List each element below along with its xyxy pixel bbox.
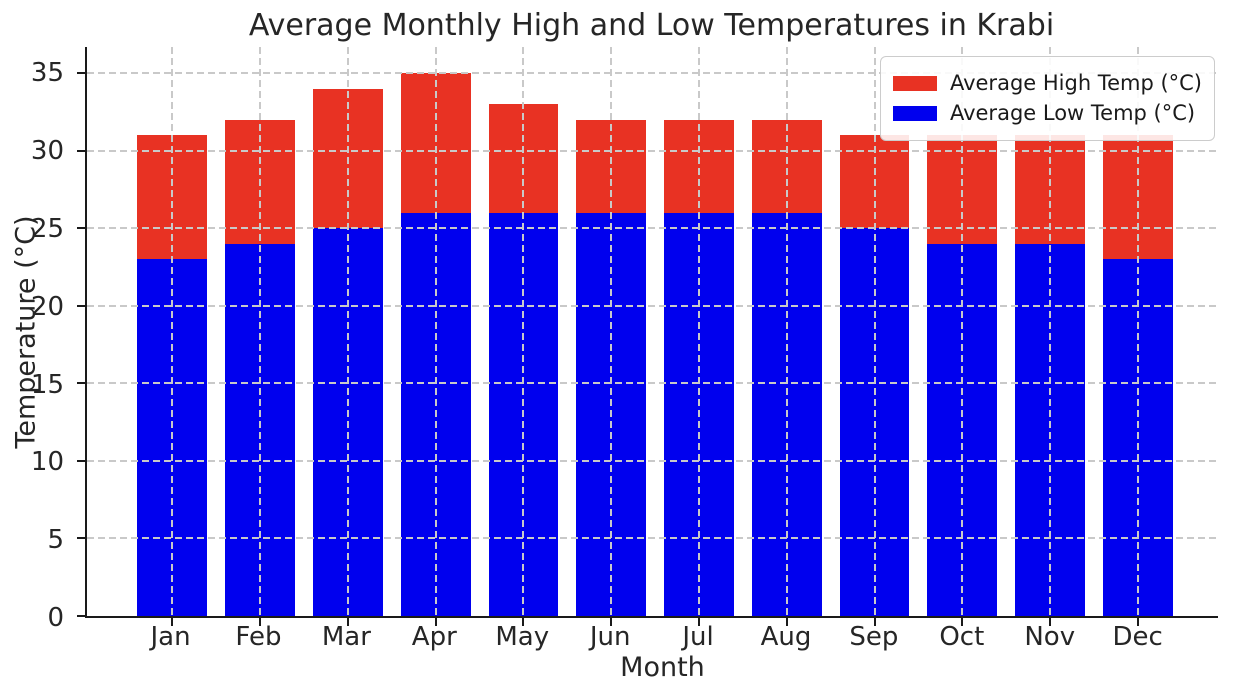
y-tick-label-15: 15 [30,369,64,400]
legend-label-low-temp: Average Low Temp (°C) [949,101,1196,126]
plot-area: Average High Temp (°C) Average Low Temp … [77,47,1218,626]
y-tick-mark-25 [77,227,85,230]
y-tick-mark-5 [77,537,85,540]
gridline-horizontal-25 [87,227,1218,230]
gridline-horizontal-5 [87,537,1218,540]
y-tick-label-30: 30 [30,136,64,167]
gridline-horizontal-30 [87,149,1218,152]
gridline-vertical-nov [1049,47,1052,616]
legend-swatch-low-temp [892,105,937,121]
x-tick-mark-may [522,618,525,626]
x-tick-mark-nov [1049,618,1052,626]
x-tick-label-jun: Jun [589,622,631,652]
x-axis-label: Month [620,652,705,683]
x-tick-label-feb: Feb [235,622,282,652]
gridline-vertical-jul [697,47,700,616]
x-axis-tick-labels: Jan Feb Mar Apr May Jun Jul Aug Sep Oct Nov Dec [85,624,1218,654]
gridline-vertical-sep [873,47,876,616]
x-tick-mark-jul [697,618,700,626]
y-tick-mark-10 [77,459,85,462]
y-tick-label-0: 0 [47,603,64,633]
y-axis-tick-labels: 0 5 10 15 20 25 30 35 [0,47,70,631]
x-tick-label-aug: Aug [760,622,812,652]
x-tick-label-dec: Dec [1112,622,1163,652]
x-tick-mark-jun [610,618,613,626]
x-tick-label-jul: Jul [682,622,714,652]
x-tick-label-jan: Jan [150,622,191,652]
x-tick-label-oct: Oct [939,622,985,652]
y-tick-mark-30 [77,149,85,152]
gridline-vertical-mar [346,47,349,616]
ticks-layer [77,47,1218,626]
x-tick-mark-mar [346,618,349,626]
y-tick-mark-15 [77,382,85,385]
x-tick-mark-aug [785,618,788,626]
gridline-vertical-may [522,47,525,616]
gridline-vertical-dec [1136,47,1139,616]
y-tick-label-5: 5 [47,525,64,556]
grid-layer [87,47,1218,616]
legend-item-high: Average High Temp (°C) [892,70,1202,96]
y-tick-label-20: 20 [30,291,64,322]
x-tick-mark-sep [873,618,876,626]
x-tick-label-nov: Nov [1024,622,1076,652]
x-tick-mark-apr [434,618,437,626]
y-tick-mark-35 [77,72,85,75]
y-tick-mark-0 [77,615,85,617]
y-tick-label-35: 35 [30,58,64,89]
x-tick-mark-oct [961,618,964,626]
gridline-vertical-aug [785,47,788,616]
chart-title: Average Monthly High and Low Temperature… [248,8,1055,43]
x-tick-mark-dec [1136,618,1139,626]
gridline-horizontal-20 [87,304,1218,307]
y-tick-mark-20 [77,304,85,307]
gridline-horizontal-10 [87,459,1218,462]
legend-item-low: Average Low Temp (°C) [892,100,1202,126]
gridline-vertical-jun [610,47,613,616]
gridline-horizontal-15 [87,382,1218,385]
gridline-vertical-oct [961,47,964,616]
gridline-vertical-feb [259,47,262,616]
y-tick-label-25: 25 [30,214,64,245]
legend: Average High Temp (°C) Average Low Temp … [879,56,1215,141]
gridline-vertical-jan [171,47,174,616]
legend-swatch-high-temp [892,75,937,91]
x-tick-label-may: May [495,622,550,652]
x-tick-mark-jan [171,618,174,626]
gridline-horizontal-35 [87,72,1218,75]
y-tick-label-10: 10 [30,447,64,478]
x-tick-label-apr: Apr [411,622,457,652]
x-tick-label-sep: Sep [849,622,899,652]
gridline-vertical-apr [434,47,437,616]
legend-label-high-temp: Average High Temp (°C) [949,71,1202,95]
x-tick-mark-feb [259,618,262,626]
x-tick-label-mar: Mar [321,622,371,652]
